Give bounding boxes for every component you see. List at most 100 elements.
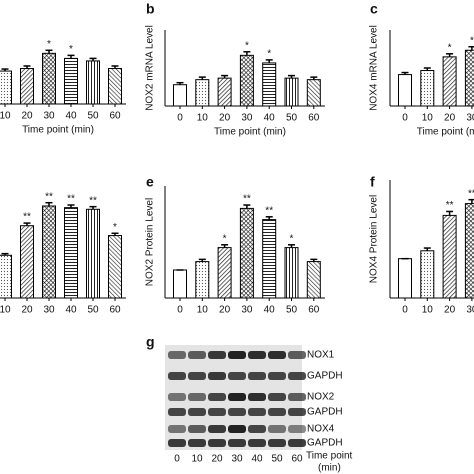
- blot-x-label: (min): [318, 463, 341, 474]
- bar: [0, 70, 12, 105]
- blot-band: [248, 408, 266, 416]
- bar: [195, 79, 210, 107]
- x-tick-label: 20: [444, 305, 456, 316]
- x-tick-label: 20: [21, 111, 33, 122]
- x-tick-label: 60: [308, 305, 320, 316]
- bar: [284, 247, 299, 299]
- blot-band: [208, 408, 226, 416]
- x-tick-label: 30: [43, 305, 55, 316]
- blot-band: [208, 439, 226, 447]
- bar: [86, 60, 100, 105]
- blot-band: [228, 408, 246, 416]
- blot-band: [168, 351, 186, 359]
- x-tick-label: 60: [308, 113, 320, 124]
- significance: *: [448, 42, 452, 53]
- blot-band: [188, 408, 206, 416]
- significance: *: [267, 49, 271, 60]
- blot-band: [248, 393, 266, 401]
- lane-label: 50: [271, 454, 283, 465]
- significance: *: [290, 233, 294, 244]
- bar: [239, 54, 254, 107]
- bar: [217, 77, 232, 107]
- x-tick-label: 30: [43, 111, 55, 122]
- blot-row-label: NOX2: [307, 392, 335, 403]
- x-tick-label: 10: [0, 111, 11, 122]
- blot-band: [188, 439, 206, 447]
- x-tick-label: 60: [109, 111, 121, 122]
- blot-band: [208, 372, 226, 380]
- x-tick-label: 30: [466, 305, 474, 316]
- significance: **: [67, 194, 75, 205]
- blot-band: [288, 351, 306, 359]
- bar: [262, 219, 277, 299]
- x-tick-label: 10: [0, 305, 11, 316]
- blot-row-label: NOX1: [307, 350, 335, 361]
- blot-band: [208, 425, 226, 433]
- x-tick-label: 30: [466, 113, 474, 124]
- bar: [108, 68, 122, 105]
- x-tick-label: 0: [402, 305, 408, 316]
- bar: [42, 205, 56, 299]
- bar: [306, 261, 321, 299]
- bar: [217, 247, 232, 299]
- bar: [306, 79, 321, 107]
- bar: [398, 74, 412, 107]
- lane-label: 10: [191, 454, 203, 465]
- bar: [284, 77, 299, 107]
- x-tick-label: 30: [241, 113, 253, 124]
- blot-band: [268, 372, 286, 380]
- x-tick-label: 50: [286, 305, 298, 316]
- x-tick-label: 20: [21, 305, 33, 316]
- blot-band: [228, 439, 246, 447]
- bar: [420, 70, 435, 107]
- x-tick-label: 10: [197, 305, 209, 316]
- significance: *: [47, 39, 51, 50]
- significance: *: [113, 222, 117, 233]
- bar: [442, 56, 457, 107]
- x-tick-label: 0: [402, 113, 408, 124]
- panel-label: e: [146, 174, 154, 190]
- bar: [239, 207, 254, 299]
- significance: *: [223, 233, 227, 244]
- y-axis-label: NOX2 Protein Level: [145, 198, 156, 286]
- bar: [173, 269, 187, 299]
- significance: **: [446, 200, 454, 211]
- x-tick-label: 10: [422, 305, 434, 316]
- significance: *: [69, 44, 73, 55]
- x-axis-label: Time point (min): [214, 127, 286, 138]
- blot-band: [268, 393, 286, 401]
- blot-band: [248, 351, 266, 359]
- significance: **: [45, 191, 53, 202]
- significance: *: [245, 40, 249, 51]
- blot-band: [268, 425, 286, 433]
- x-tick-label: 50: [87, 111, 99, 122]
- blot-band: [208, 351, 226, 359]
- lane-label: 30: [231, 454, 243, 465]
- bar: [20, 68, 34, 105]
- x-axis-label: Time point (min): [22, 125, 94, 136]
- blot-band: [168, 372, 186, 380]
- blot-row-label: GAPDH: [307, 438, 343, 449]
- bar: [262, 62, 277, 107]
- blot-band: [268, 439, 286, 447]
- panel-label: b: [146, 1, 155, 17]
- blot-x-label: Time point: [306, 451, 353, 462]
- x-tick-label: 0: [177, 305, 183, 316]
- x-tick-label: 40: [264, 113, 276, 124]
- blot-band: [188, 351, 206, 359]
- bar: [420, 250, 435, 299]
- blot-band: [188, 425, 206, 433]
- panel-label: c: [370, 1, 378, 17]
- y-axis-label: NOX4 Protein Level: [369, 195, 380, 283]
- lane-label: 0: [174, 454, 180, 465]
- panel-label: f: [370, 174, 375, 190]
- bar: [0, 254, 12, 299]
- lane-label: 20: [211, 454, 223, 465]
- lane-label: 60: [291, 454, 303, 465]
- blot-band: [208, 393, 226, 401]
- blot-band: [268, 351, 286, 359]
- blot-band: [168, 439, 186, 447]
- blot-band: [168, 408, 186, 416]
- blot-band: [288, 425, 306, 433]
